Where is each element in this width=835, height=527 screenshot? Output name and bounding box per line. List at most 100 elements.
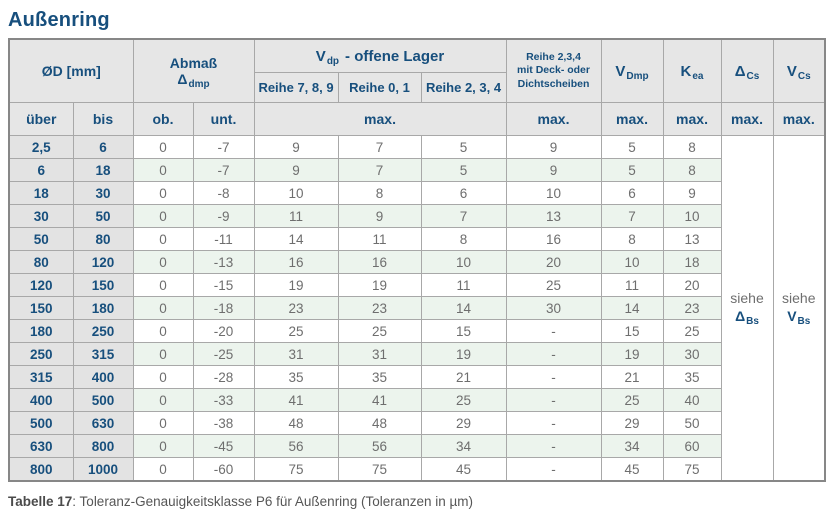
cell-bis: 400: [72, 365, 134, 389]
cell-vdmp: 5: [600, 135, 664, 159]
cell-kea: 8: [662, 158, 722, 182]
cell-vdmp: 19: [600, 342, 664, 366]
cell-deck: 10: [505, 181, 602, 205]
cell-kea: 30: [662, 342, 722, 366]
see-v-bs-cell: siehe VBs: [772, 135, 826, 482]
header-max-dcs: max.: [720, 102, 774, 136]
table-row: 6 18 0 -7 9 7 5 9 5 8: [8, 158, 825, 182]
table-caption: Tabelle 17: Toleranz-Genauigkeitsklasse …: [8, 494, 473, 509]
cell-ob: 0: [132, 319, 194, 343]
cell-ueber: 800: [8, 457, 74, 482]
cell-r789: 11: [253, 204, 339, 228]
cell-r234: 21: [420, 365, 507, 389]
cell-unt: -45: [192, 434, 255, 458]
cell-unt: -11: [192, 227, 255, 251]
cell-ob: 0: [132, 273, 194, 297]
header-max-vcs: max.: [772, 102, 826, 136]
table-row: 2,5 6 0 -7 9 7 5 9 5 8 siehe ΔBs siehe VBs: [8, 135, 826, 482]
cell-r234: 11: [420, 273, 507, 297]
cell-r789: 16: [253, 250, 339, 274]
cell-r01: 7: [337, 158, 422, 182]
cell-unt: -38: [192, 411, 255, 435]
cell-r789: 31: [253, 342, 339, 366]
cell-unt: -60: [192, 457, 255, 482]
cell-r234: 6: [420, 181, 507, 205]
cell-bis: 630: [72, 411, 134, 435]
cell-r01: 7: [337, 135, 422, 159]
header-ueber: über: [8, 102, 74, 136]
cell-ob: 0: [132, 411, 194, 435]
header-max-vdmp: max.: [600, 102, 664, 136]
cell-kea: 50: [662, 411, 722, 435]
cell-unt: -15: [192, 273, 255, 297]
cell-r234: 29: [420, 411, 507, 435]
cell-r789: 19: [253, 273, 339, 297]
cell-unt: -33: [192, 388, 255, 412]
cell-bis: 80: [72, 227, 134, 251]
cell-vdmp: 21: [600, 365, 664, 389]
cell-ob: 0: [132, 204, 194, 228]
cell-bis: 315: [72, 342, 134, 366]
header-vcs: VCs: [772, 38, 826, 103]
cell-r01: 23: [337, 296, 422, 320]
cell-bis: 180: [72, 296, 134, 320]
cell-r01: 11: [337, 227, 422, 251]
cell-ueber: 2,5: [8, 135, 74, 159]
header-reihe-789: Reihe 7, 8, 9: [253, 72, 339, 103]
cell-ob: 0: [132, 342, 194, 366]
cell-ueber: 150: [8, 296, 74, 320]
header-vdmp: VDmp: [600, 38, 664, 103]
cell-ueber: 30: [8, 204, 74, 228]
cell-r789: 9: [253, 135, 339, 159]
cell-unt: -7: [192, 135, 255, 159]
cell-ueber: 630: [8, 434, 74, 458]
cell-ueber: 6: [8, 158, 74, 182]
cell-ob: 0: [132, 227, 194, 251]
table-row: 80 120 0 -13 16 16 10 20 10 18: [8, 250, 825, 274]
header-abmass: Abmaß Δdmp: [132, 38, 255, 103]
table-row: 400 500 0 -33 41 41 25-25 40: [8, 388, 825, 412]
cell-r789: 75: [253, 457, 339, 482]
cell-vdmp: 25: [600, 388, 664, 412]
cell-ueber: 18: [8, 181, 74, 205]
cell-ob: 0: [132, 250, 194, 274]
cell-ueber: 315: [8, 365, 74, 389]
cell-ob: 0: [132, 388, 194, 412]
table-row: 30 50 0 -9 11 9 7 13 7 10: [8, 204, 825, 228]
cell-r234: 15: [420, 319, 507, 343]
cell-kea: 8: [662, 135, 722, 159]
cell-bis: 6: [72, 135, 134, 159]
cell-deck: -: [505, 319, 602, 343]
cell-deck: -: [505, 365, 602, 389]
cell-vdmp: 45: [600, 457, 664, 482]
cell-deck: 9: [505, 135, 602, 159]
header-od: ØD [mm]: [8, 38, 134, 103]
cell-kea: 18: [662, 250, 722, 274]
cell-r789: 9: [253, 158, 339, 182]
header-max-kea: max.: [662, 102, 722, 136]
header-deckscheiben: Reihe 2,3,4 mit Deck- oder Dichtscheiben: [505, 38, 602, 103]
table-row: 150 180 0 -18 23 23 14 30 14 23: [8, 296, 825, 320]
cell-vdmp: 5: [600, 158, 664, 182]
cell-ueber: 400: [8, 388, 74, 412]
cell-unt: -18: [192, 296, 255, 320]
cell-vdmp: 11: [600, 273, 664, 297]
table-row: 500 630 0 -38 48 48 29-29 50: [8, 411, 825, 435]
cell-unt: -25: [192, 342, 255, 366]
cell-ob: 0: [132, 457, 194, 482]
cell-vdmp: 15: [600, 319, 664, 343]
cell-ob: 0: [132, 181, 194, 205]
cell-ob: 0: [132, 296, 194, 320]
cell-unt: -20: [192, 319, 255, 343]
table-header: ØD [mm] Abmaß Δdmp Vdp - offene Lager Rei…: [8, 38, 826, 136]
cell-bis: 1000: [72, 457, 134, 482]
cell-r234: 25: [420, 388, 507, 412]
cell-r01: 48: [337, 411, 422, 435]
cell-deck: 13: [505, 204, 602, 228]
see-word: siehe: [730, 290, 764, 307]
see-symbol: ΔBs: [735, 308, 759, 328]
cell-r234: 5: [420, 135, 507, 159]
cell-vdmp: 14: [600, 296, 664, 320]
cell-deck: 30: [505, 296, 602, 320]
